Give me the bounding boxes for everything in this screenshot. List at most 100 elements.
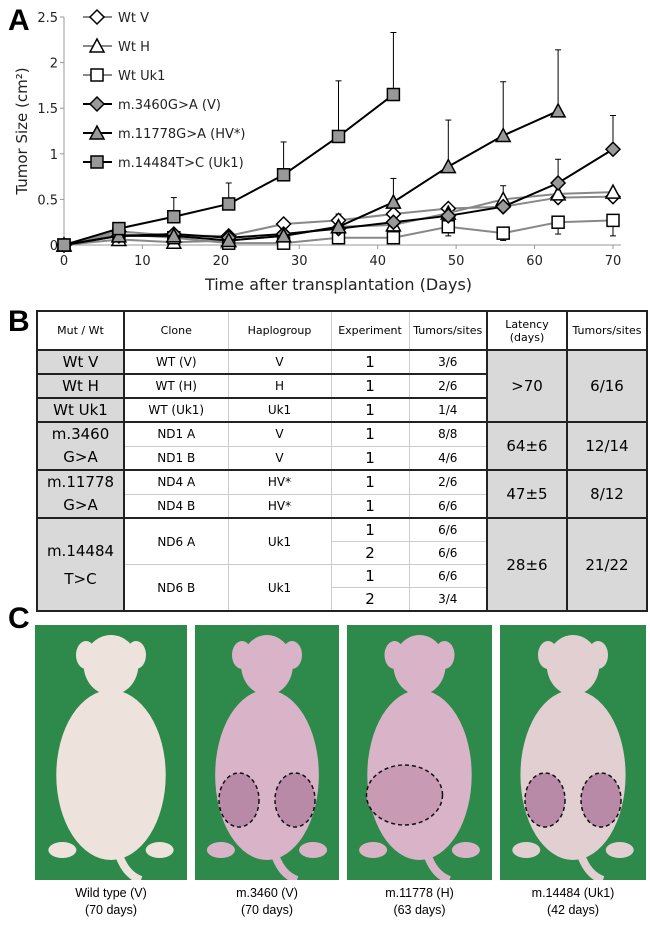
data-point xyxy=(112,221,126,236)
table-row: m.14484 T>C ND6 A Uk1 1 6/6 28±6 21/22 xyxy=(36,517,648,612)
data-point xyxy=(276,168,291,182)
data-point xyxy=(494,126,512,143)
cell: ND4 B xyxy=(123,493,229,519)
cell: WT (V) xyxy=(123,349,229,375)
header-tumors-sites-total: Tumors/sites xyxy=(566,310,648,351)
y-tick-label: 2 xyxy=(50,57,58,72)
cell: ND4 A xyxy=(123,469,229,495)
total-cell: 21/22 xyxy=(566,517,648,612)
cell: 1 xyxy=(330,564,410,588)
data-point xyxy=(385,193,402,209)
y-tick-label: 1 xyxy=(50,148,58,163)
data-point xyxy=(165,227,183,243)
table-row: Wt Uk1 WT (Uk1) Uk1 1 1/4 xyxy=(36,397,647,423)
data-point xyxy=(551,215,565,229)
photo-caption: m.3460 (V) (70 days) xyxy=(195,885,339,919)
y-tick-label: 2.5 xyxy=(37,11,58,26)
cell: 1 xyxy=(330,373,410,399)
header-haplogroup: Haplogroup xyxy=(227,310,332,351)
header-latency: Latency (days) xyxy=(486,310,568,351)
data-point xyxy=(386,230,401,245)
mouse-photo xyxy=(195,625,339,880)
panel-label-b: B xyxy=(8,305,30,338)
cell: HV* xyxy=(227,469,332,495)
legend-marker xyxy=(88,8,106,26)
data-point xyxy=(606,213,620,228)
row-label: Wt Uk1 xyxy=(36,397,125,423)
mouse-illustration xyxy=(512,635,634,880)
tumor-growth-chart: 0 0.5 1 1.5 2 2.5 0 10 20 30 40 50 60 70 Time after tr… xyxy=(13,8,622,294)
cell: 1 xyxy=(330,349,410,375)
caption-line-2: (70 days) xyxy=(84,903,138,917)
total-cell: 6/16 xyxy=(566,349,648,423)
panel-label-a: A xyxy=(8,4,30,37)
cell: 4/6 xyxy=(408,445,488,471)
cell: 1 xyxy=(330,517,410,542)
table-row: Wt H WT (H) H 1 2/6 xyxy=(36,373,647,399)
cell: 6/6 xyxy=(408,517,488,542)
y-tick-label: 1.5 xyxy=(37,102,58,117)
header-mut-wt: Mut / Wt xyxy=(36,310,125,351)
header-tumors-sites: Tumors/sites xyxy=(408,310,488,351)
cell: V xyxy=(227,421,332,447)
caption-line-1: m.11778 (H) xyxy=(385,886,454,900)
mouse-photo xyxy=(500,625,646,880)
cell: 1 xyxy=(330,493,410,519)
data-point xyxy=(604,141,622,158)
cell: 2/6 xyxy=(408,469,488,495)
data-point xyxy=(496,226,510,240)
legend-marker xyxy=(88,95,106,113)
cell: 3/6 xyxy=(408,349,488,375)
row-label: Wt H xyxy=(36,373,125,399)
data-point xyxy=(440,157,457,174)
data-point xyxy=(495,198,512,215)
cell: 6/6 xyxy=(408,493,488,519)
table-header: Mut / Wt Clone Haplogroup Experiment Tum… xyxy=(36,310,648,351)
legend-label: Wt V xyxy=(118,11,149,26)
mouse-photo xyxy=(347,625,492,880)
caption-line-2: (63 days) xyxy=(393,903,446,917)
table-row: Wt V WT (V) V 1 3/6 >70 6/16 xyxy=(36,349,648,423)
cell: HV* xyxy=(227,493,332,519)
data-point xyxy=(275,227,292,243)
cell: 6/6 xyxy=(408,564,488,588)
row-label: m.14484 T>C xyxy=(36,517,125,612)
photo-caption: Wild type (V) (70 days) xyxy=(35,885,187,919)
mouse-illustration xyxy=(206,635,328,880)
data-point xyxy=(550,174,567,192)
x-tick-label: 40 xyxy=(369,254,386,269)
latency-cell: 47±5 xyxy=(486,469,568,519)
row-label: m.11778 G>A xyxy=(36,469,125,519)
data-point xyxy=(549,185,567,201)
cell: 1 xyxy=(330,421,410,447)
data-point xyxy=(386,87,401,102)
data-point xyxy=(167,209,181,224)
data-point xyxy=(330,218,347,234)
header-clone: Clone xyxy=(123,310,229,351)
total-cell: 12/14 xyxy=(566,421,648,471)
cell: ND6 B xyxy=(123,564,229,612)
legend-label: m.14484T>C (Uk1) xyxy=(118,156,244,171)
x-tick-label: 70 xyxy=(605,254,622,269)
x-tick-label: 0 xyxy=(60,254,68,269)
cell: WT (Uk1) xyxy=(123,397,229,423)
data-point xyxy=(57,238,71,252)
mouse-illustration xyxy=(359,635,480,880)
cell: 1 xyxy=(330,469,410,495)
x-tick-label: 20 xyxy=(213,254,230,269)
cell: H xyxy=(227,373,332,399)
mouse-illustration xyxy=(48,635,174,880)
table-row: ND1 B V 1 4/6 xyxy=(37,445,647,471)
cell: Uk1 xyxy=(227,397,332,423)
mouse-photo xyxy=(35,625,187,880)
cell: 6/6 xyxy=(408,541,488,565)
data-point xyxy=(110,227,128,243)
legend-label: Wt Uk1 xyxy=(118,69,165,84)
cell: V xyxy=(227,349,332,375)
photo-caption: m.14484 (Uk1) (42 days) xyxy=(500,885,646,919)
cell: ND1 B xyxy=(123,445,229,471)
caption-line-1: m.14484 (Uk1) xyxy=(531,886,615,900)
photo-caption: m.11778 (H) (63 days) xyxy=(347,885,492,919)
legend-marker xyxy=(90,155,104,169)
